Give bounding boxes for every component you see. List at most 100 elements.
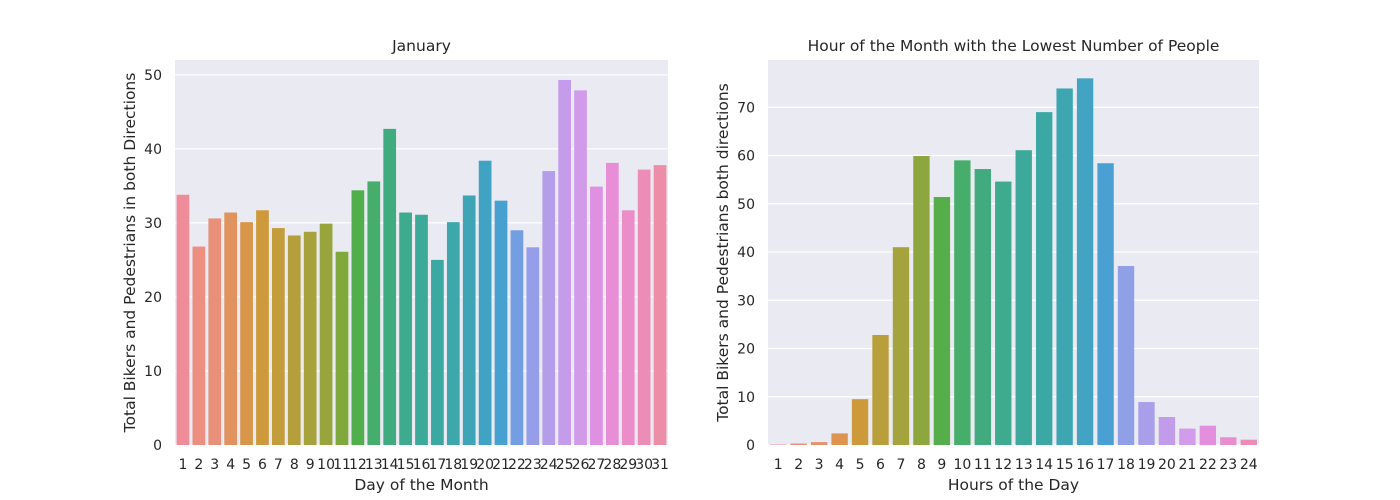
x-tick-label: 7 <box>274 457 283 473</box>
bar-14 <box>1036 112 1053 446</box>
bar-22 <box>1199 425 1217 445</box>
y-tick-labels: 0 10 20 30 40 50 <box>144 68 162 454</box>
chart-title: January <box>391 37 451 55</box>
y-tick-label: 0 <box>746 438 755 454</box>
bar-18 <box>446 222 460 445</box>
bar-20 <box>1158 417 1176 445</box>
x-tick-label: 11 <box>974 457 992 473</box>
bar-28 <box>605 162 619 446</box>
bar-20 <box>478 160 492 445</box>
bar-15 <box>399 212 412 445</box>
bar-11 <box>974 169 991 445</box>
x-tick-label: 9 <box>937 457 946 473</box>
x-tick-label: 10 <box>953 457 971 473</box>
bar-5 <box>851 399 869 445</box>
x-tick-label: 6 <box>876 457 885 473</box>
y-tick-label: 40 <box>144 142 162 158</box>
x-tick-label: 17 <box>1097 457 1115 473</box>
bar-13 <box>1015 150 1032 445</box>
y-tick-label: 20 <box>144 290 162 306</box>
bar-21 <box>494 200 508 445</box>
x-tick-label: 10 <box>317 457 335 473</box>
x-tick-label: 14 <box>381 457 399 473</box>
bar-12 <box>995 181 1012 445</box>
y-tick-label: 40 <box>737 245 755 261</box>
x-tick-label: 16 <box>413 457 431 473</box>
bar-2 <box>790 443 807 445</box>
x-tick-label: 4 <box>226 457 235 473</box>
x-tick-label: 2 <box>794 457 803 473</box>
x-tick-label: 15 <box>1056 457 1074 473</box>
x-tick-label: 18 <box>1117 457 1135 473</box>
bar-7 <box>892 247 910 445</box>
x-tick-label: 19 <box>1138 457 1156 473</box>
bar-10 <box>319 223 333 445</box>
x-tick-label: 22 <box>508 457 526 473</box>
bar-23 <box>1220 437 1237 445</box>
x-tick-label: 20 <box>476 457 494 473</box>
bar-16 <box>415 214 428 445</box>
bar-2 <box>192 246 206 445</box>
chart-title: Hour of the Month with the Lowest Number… <box>808 37 1220 55</box>
x-tick-label: 23 <box>524 457 542 473</box>
x-tick-label: 25 <box>556 457 574 473</box>
bar-3 <box>810 442 828 445</box>
x-tick-label: 2 <box>194 457 203 473</box>
bar-31 <box>653 165 667 445</box>
y-tick-label: 70 <box>737 100 755 116</box>
x-tick-label: 20 <box>1158 457 1176 473</box>
x-tick-label: 26 <box>572 457 590 473</box>
x-tick-label: 7 <box>897 457 906 473</box>
y-tick-label: 20 <box>737 342 755 358</box>
x-tick-label: 13 <box>365 457 383 473</box>
x-tick-label: 3 <box>210 457 219 473</box>
bar-24 <box>542 171 556 446</box>
bars <box>770 78 1257 446</box>
y-tick-label: 30 <box>737 293 755 309</box>
bar-13 <box>367 181 381 445</box>
x-tick-label: 29 <box>619 457 637 473</box>
bar-9 <box>303 231 317 445</box>
x-tick-label: 8 <box>290 457 299 473</box>
y-tick-labels: 0 10 20 30 40 50 60 70 <box>737 100 755 454</box>
x-tick-label: 28 <box>603 457 621 473</box>
x-tick-label: 31 <box>651 457 669 473</box>
bar-3 <box>208 218 222 445</box>
bar-8 <box>913 156 930 445</box>
y-tick-label: 30 <box>144 216 162 232</box>
bar-17 <box>431 259 444 445</box>
x-tick-labels: 1 2 3 4 5 6 7 8 9 1011121314151617181920212223242… <box>178 457 668 473</box>
bar-30 <box>637 169 651 446</box>
x-tick-label: 30 <box>635 457 653 473</box>
x-tick-label: 18 <box>444 457 462 473</box>
x-axis-label: Hours of the Day <box>948 476 1079 494</box>
bar-12 <box>351 190 365 445</box>
chart-january: 1 2 3 4 5 6 7 8 9 1011121314151617181920212223242… <box>121 37 669 494</box>
bars <box>176 79 667 446</box>
x-tick-label: 14 <box>1035 457 1053 473</box>
bar-8 <box>287 235 301 445</box>
y-tick-label: 50 <box>737 197 755 213</box>
x-tick-label: 24 <box>540 457 558 473</box>
bar-23 <box>526 247 540 445</box>
gridlines <box>768 106 1259 446</box>
x-tick-label: 23 <box>1219 457 1237 473</box>
x-tick-label: 24 <box>1240 457 1258 473</box>
x-tick-label: 8 <box>917 457 926 473</box>
x-tick-label: 6 <box>258 457 267 473</box>
x-tick-label: 21 <box>492 457 510 473</box>
chart-lowest-hour: 1 2 3 4 5 6 7 8 9 10 11 12 13 14 15 16 17 18 19 20 21 22 23 24 … <box>714 37 1259 494</box>
bar-9 <box>933 197 951 445</box>
x-tick-label: 13 <box>1015 457 1033 473</box>
x-tick-label: 19 <box>460 457 478 473</box>
bar-15 <box>1056 88 1073 446</box>
x-tick-label: 11 <box>333 457 351 473</box>
bar-18 <box>1117 266 1135 445</box>
bar-14 <box>383 128 397 445</box>
bar-11 <box>335 251 349 445</box>
bar-17 <box>1097 163 1114 446</box>
x-tick-label: 16 <box>1076 457 1094 473</box>
bar-24 <box>1240 439 1257 445</box>
y-axis-label: Total Bikers and Pedestrians both direct… <box>714 83 732 423</box>
bar-25 <box>558 79 571 445</box>
